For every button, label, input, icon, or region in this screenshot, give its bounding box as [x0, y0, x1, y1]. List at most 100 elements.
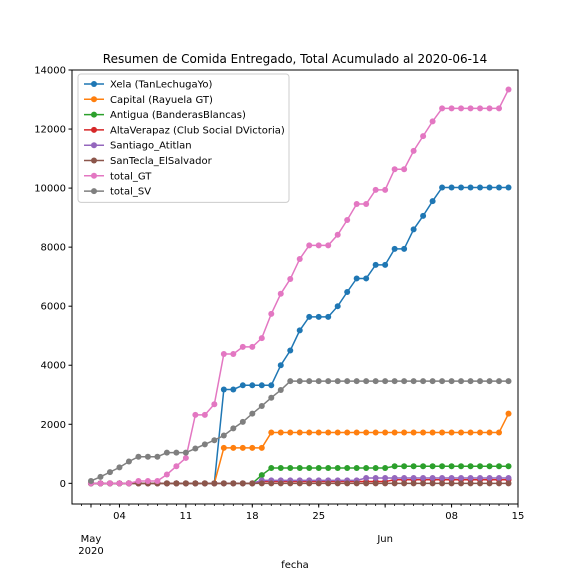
data-point [505, 480, 512, 487]
y-tick-label: 8000 [41, 243, 66, 254]
data-point [496, 429, 503, 436]
legend-item: AltaVerapaz (Club Social DVictoria) [84, 125, 285, 136]
data-point [363, 429, 370, 436]
data-point [391, 166, 398, 173]
data-point [258, 472, 265, 479]
data-point [496, 463, 503, 470]
legend-item: Xela (TanLechugaYo) [84, 80, 213, 91]
data-point [144, 453, 151, 460]
data-point [458, 378, 465, 385]
data-point [230, 480, 237, 487]
data-point [458, 429, 465, 436]
series-7 [87, 378, 512, 484]
data-point [334, 303, 341, 310]
data-point [486, 429, 493, 436]
data-point [277, 387, 284, 394]
x-tick-label: 08 [445, 511, 458, 522]
data-point [173, 449, 180, 456]
data-point [467, 429, 474, 436]
data-point [268, 480, 275, 487]
data-point [315, 429, 322, 436]
data-point [353, 429, 360, 436]
data-point [467, 475, 474, 482]
data-point [477, 184, 484, 191]
legend-swatch-marker [91, 81, 97, 87]
data-point [458, 475, 465, 482]
data-point [467, 463, 474, 470]
data-point [363, 464, 370, 471]
data-point [201, 411, 208, 418]
data-point [334, 480, 341, 487]
data-point [391, 475, 398, 482]
data-point [106, 469, 113, 476]
data-point [296, 255, 303, 262]
data-point [410, 429, 417, 436]
x-month-label: May [81, 534, 102, 545]
legend-item: Antigua (BanderasBlancas) [84, 110, 246, 121]
x-year-label: 2020 [78, 546, 103, 557]
data-point [353, 480, 360, 487]
data-point [220, 480, 227, 487]
data-point [230, 351, 237, 358]
legend-label: Xela (TanLechugaYo) [110, 80, 213, 91]
data-point [296, 429, 303, 436]
y-tick-label: 12000 [34, 125, 66, 136]
data-point [391, 463, 398, 470]
legend-label: total_SV [110, 187, 151, 198]
data-point [163, 480, 170, 487]
data-point [401, 166, 408, 173]
data-point [182, 449, 189, 456]
data-point [287, 464, 294, 471]
data-point [496, 184, 503, 191]
data-point [486, 378, 493, 385]
data-point [420, 475, 427, 482]
data-point [277, 290, 284, 297]
data-point [258, 382, 265, 389]
data-point [505, 475, 512, 482]
plot-area [87, 86, 512, 487]
data-point [429, 378, 436, 385]
data-point [287, 429, 294, 436]
data-point [429, 475, 436, 482]
data-point [420, 212, 427, 219]
data-point [410, 480, 417, 487]
data-point [477, 378, 484, 385]
legend-label: SanTecla_ElSalvador [110, 156, 213, 167]
data-point [467, 105, 474, 112]
data-point [154, 453, 161, 460]
x-tick-label: 11 [180, 511, 193, 522]
data-point [401, 429, 408, 436]
data-point [344, 289, 351, 296]
data-point [372, 261, 379, 268]
data-point [496, 105, 503, 112]
data-point [220, 432, 227, 439]
data-point [401, 245, 408, 252]
data-point [505, 86, 512, 93]
data-point [306, 480, 313, 487]
data-point [353, 275, 360, 282]
data-point [458, 105, 465, 112]
data-point [144, 477, 151, 484]
data-point [230, 425, 237, 432]
data-point [429, 198, 436, 205]
data-point [220, 351, 227, 358]
data-point [306, 313, 313, 320]
y-tick-label: 6000 [41, 302, 66, 313]
data-point [296, 378, 303, 385]
data-point [372, 186, 379, 193]
legend-label: Santiago_Atitlan [110, 141, 192, 152]
data-point [249, 444, 256, 451]
data-point [344, 464, 351, 471]
data-point [458, 480, 465, 487]
data-point [382, 186, 389, 193]
data-point [325, 429, 332, 436]
data-point [382, 429, 389, 436]
data-point [391, 245, 398, 252]
data-point [315, 313, 322, 320]
data-point [192, 411, 199, 418]
data-point [192, 480, 199, 487]
data-point [467, 378, 474, 385]
data-point [448, 480, 455, 487]
